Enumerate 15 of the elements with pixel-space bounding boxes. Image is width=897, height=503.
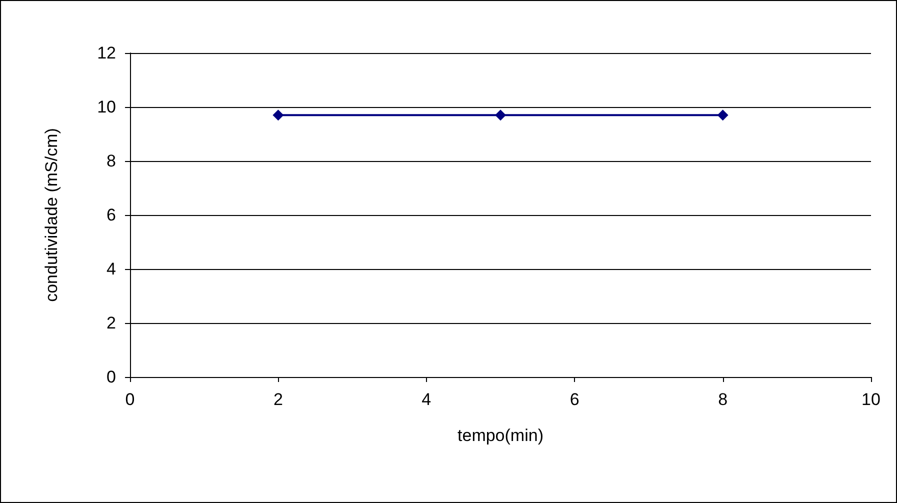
y-tick-label: 12 [97, 44, 116, 62]
y-tick-label: 0 [106, 368, 116, 386]
y-tick-label: 8 [106, 152, 116, 170]
x-tick-label: 0 [125, 390, 135, 409]
y-tick-label: 10 [97, 98, 116, 116]
y-axis-title: condutividade (mS/cm) [42, 128, 61, 302]
x-tick-label: 8 [718, 390, 728, 409]
x-tick-label: 6 [570, 390, 580, 409]
y-tick-label: 6 [106, 206, 116, 224]
y-tick-label: 4 [106, 260, 116, 278]
x-tick-label: 4 [422, 390, 432, 409]
x-axis-title: tempo(min) [458, 426, 544, 445]
y-tick-label: 2 [106, 314, 116, 332]
x-tick-label: 2 [273, 390, 283, 409]
x-tick-label: 10 [862, 390, 880, 409]
